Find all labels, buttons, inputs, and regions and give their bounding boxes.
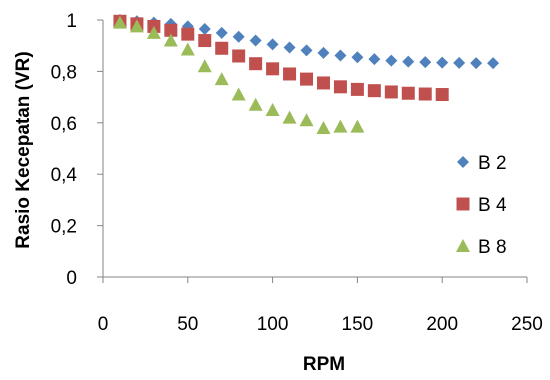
data-point [283,67,297,81]
data-point [368,53,381,66]
x-tick-label: 200 [426,314,458,335]
data-point [401,86,415,100]
data-point [265,102,280,116]
y-tick-label: 0,4 [51,165,78,186]
axes [97,19,528,283]
data-point [197,59,212,73]
legend-marker [456,239,470,252]
y-tick-label: 0,6 [51,114,77,135]
data-point [180,42,195,56]
data-point [249,57,263,71]
data-point [402,55,415,68]
data-point [333,119,348,133]
data-point [350,82,364,96]
y-tick-label: 0,8 [51,62,77,83]
data-points [112,14,500,134]
y-tick-label: 0,2 [51,217,77,238]
data-point [198,22,211,35]
x-tick-label: 150 [342,314,374,335]
data-point [384,85,398,99]
legend-marker [457,156,469,168]
data-point [164,23,178,37]
data-point [418,87,432,101]
y-axis-title: Rasio Kecepatan (VR) [13,51,34,248]
data-point [317,46,330,59]
x-tick-label: 100 [257,314,289,335]
data-point [214,72,229,86]
data-point [198,34,212,48]
y-tick-label: 1 [66,11,77,32]
x-axis-title: RPM [303,354,345,375]
data-point [487,57,500,70]
data-point [470,57,483,70]
data-point [385,54,398,67]
data-point [232,49,246,63]
data-point [266,62,280,76]
data-point [112,15,127,29]
x-tick-label: 50 [177,314,198,335]
legend-label: B 2 [478,153,507,174]
data-point [129,19,144,33]
data-point [300,72,314,86]
legend-label: B 8 [478,237,507,258]
data-point [453,56,466,69]
data-point [266,38,279,51]
data-point [231,87,246,101]
legend-item: B 8 [456,237,507,258]
legend-item: B 4 [456,195,507,216]
data-point [299,113,314,127]
legend-marker [456,197,470,211]
data-point [249,34,262,47]
data-point [350,119,365,133]
data-point [367,84,381,98]
data-point [419,56,432,69]
data-point [163,33,178,47]
data-point [435,88,449,102]
data-point [334,49,347,62]
data-point [351,51,364,64]
data-point [283,41,296,54]
data-point [316,76,330,90]
data-point [282,110,297,124]
legend-label: B 4 [478,195,507,216]
data-point [333,80,347,94]
series-square [113,14,449,102]
data-point [316,120,331,134]
data-point [181,27,195,41]
data-point [146,25,161,39]
x-tick-label: 0 [98,314,109,335]
data-point [215,41,229,55]
data-point [300,44,313,57]
data-point [248,97,263,111]
series-triangle [112,15,365,134]
y-tick-label: 0 [66,268,77,289]
data-point [436,56,449,69]
tick-labels: 0 50 100 150 200 250 0 0,2 0,4 0,6 0,8 1 [51,11,543,335]
x-tick-label: 250 [511,314,543,335]
data-point [215,26,228,39]
data-point [232,30,245,43]
legend: B 2 B 4 B 8 [456,153,507,258]
legend-item: B 2 [457,153,507,174]
